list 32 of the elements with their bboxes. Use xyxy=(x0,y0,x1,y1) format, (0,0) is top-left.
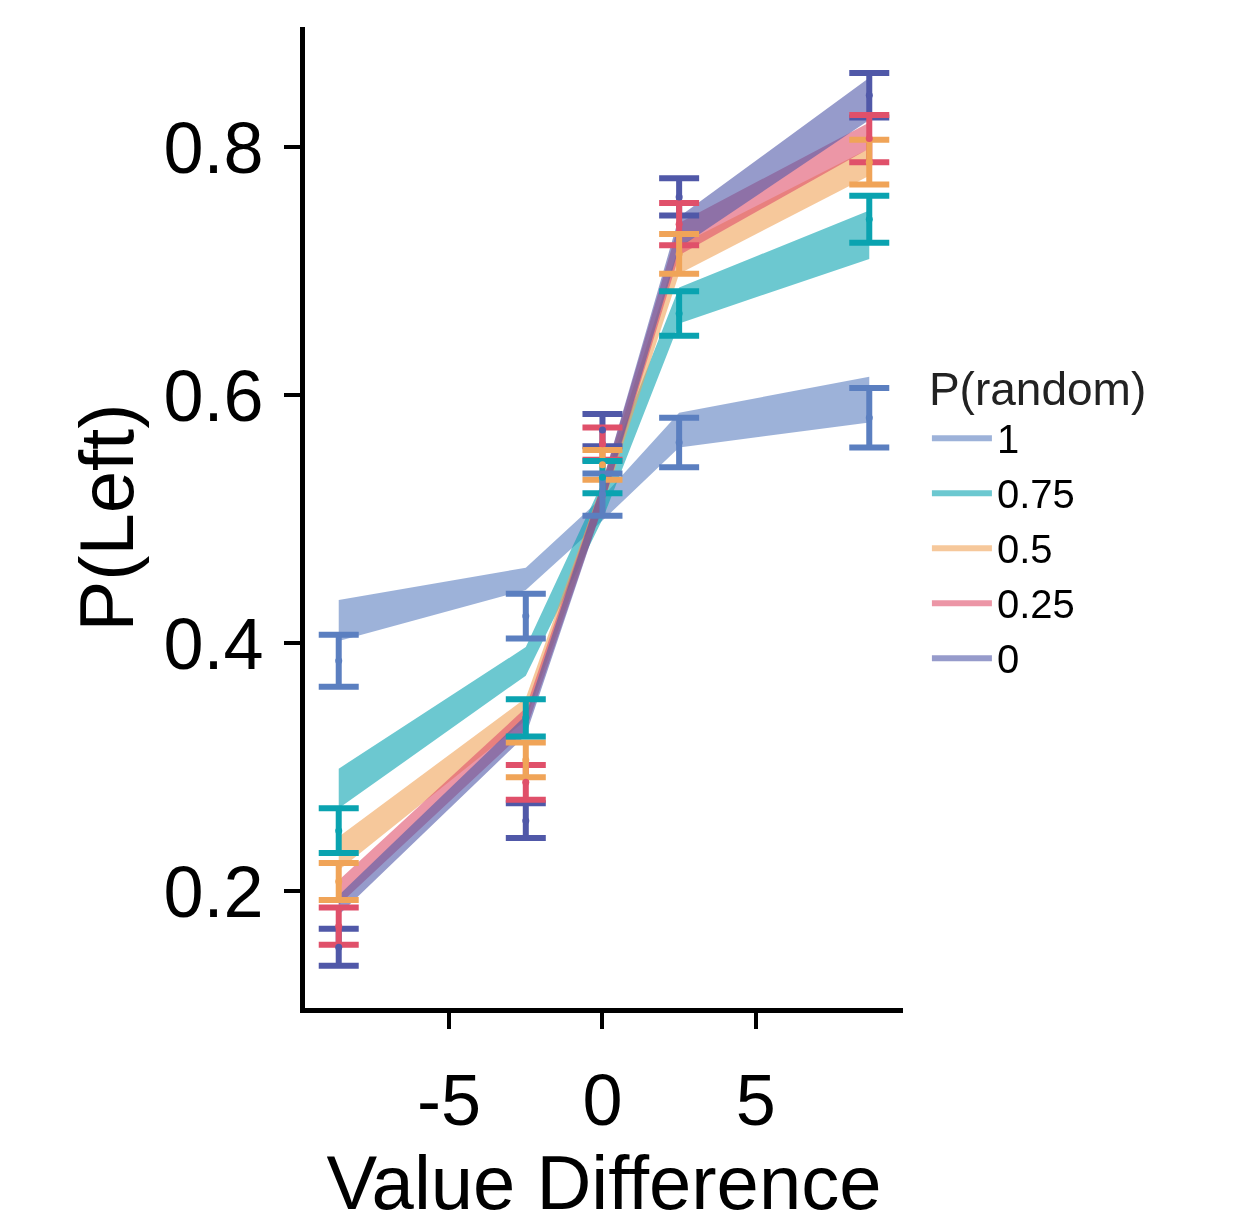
point xyxy=(598,461,606,469)
point xyxy=(675,193,683,201)
point xyxy=(598,440,606,448)
y-tick-label: 0.2 xyxy=(163,851,264,932)
legend-label: 0 xyxy=(996,636,1020,681)
point xyxy=(522,612,530,620)
y-axis-title: P(Left) xyxy=(64,403,150,632)
point xyxy=(522,817,530,825)
point xyxy=(335,922,343,930)
legend-label: 0.75 xyxy=(996,471,1075,516)
legend-label: 1 xyxy=(996,416,1020,461)
legend-label: 0.5 xyxy=(996,526,1053,571)
point xyxy=(335,943,343,951)
legend-label: 0.25 xyxy=(996,581,1075,626)
point xyxy=(598,426,606,434)
point xyxy=(522,756,530,764)
point xyxy=(335,827,343,835)
point xyxy=(598,473,606,481)
y-tick-label: 0.6 xyxy=(163,355,264,436)
point xyxy=(335,878,343,885)
point xyxy=(335,657,343,665)
x-tick-label: -5 xyxy=(417,1060,482,1141)
x-tick-label: 5 xyxy=(735,1060,776,1141)
y-tick-label: 0.4 xyxy=(163,603,264,684)
point xyxy=(675,220,683,228)
point xyxy=(522,778,530,786)
x-tick-label: 0 xyxy=(582,1060,623,1141)
y-tick-label: 0.8 xyxy=(163,107,264,188)
x-axis-title: Value Difference xyxy=(326,1140,882,1226)
point xyxy=(522,714,530,722)
legend-title: P(random) xyxy=(928,362,1147,415)
point xyxy=(865,135,873,143)
